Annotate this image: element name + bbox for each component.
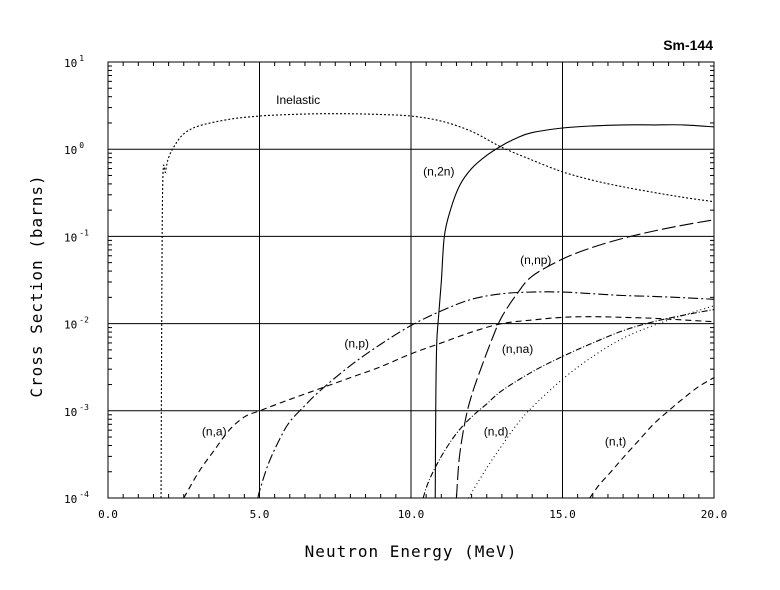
series-line-inelastic: [160, 113, 715, 499]
series-line-n-t: [589, 377, 715, 499]
annotation-inelastic: Inelastic: [276, 93, 320, 107]
annotation-n-p: (n,p): [344, 337, 369, 351]
series-line-n-np: [455, 219, 715, 499]
series-line-n-a: [183, 316, 715, 499]
y-tick-label: 10 -3: [64, 403, 89, 419]
annotations: Inelastic (n,2n) (n,np) (n,p) (n,na) (n,a) (n,…: [202, 93, 626, 449]
annotation-n-t: (n,t): [605, 435, 626, 449]
grid: [108, 62, 714, 498]
annotation-n-a: (n,a): [202, 425, 227, 439]
x-tick-label: 0.0: [98, 508, 118, 521]
x-tick-label: 5.0: [250, 508, 270, 521]
y-tick-label: 10 -2: [64, 316, 89, 332]
series-lines: [160, 113, 715, 499]
y-tick-label: 10 1: [64, 54, 84, 70]
y-tick-label: 10 -1: [64, 228, 89, 244]
annotation-n-np: (n,np): [520, 253, 551, 267]
series-line-n-d: [468, 305, 715, 499]
annotation-n-na: (n,na): [502, 342, 533, 356]
x-axis-label: Neutron Energy (MeV): [305, 542, 518, 561]
annotation-n-2n: (n,2n): [423, 164, 454, 178]
series-line-n-na: [422, 308, 715, 499]
chart-title: Sm-144: [663, 37, 713, 53]
x-tick-label: 10.0: [398, 508, 425, 521]
x-tick-label: 15.0: [549, 508, 576, 521]
x-tick-label: 20.0: [701, 508, 728, 521]
annotation-n-d: (n,d): [484, 425, 509, 439]
y-axis-label: Cross Section (barns): [27, 174, 46, 397]
y-tick-label: 10 -4: [64, 490, 89, 506]
y-tick-label: 10 0: [64, 141, 84, 157]
plot-frame: [107, 61, 715, 499]
series-line-n-p: [257, 291, 715, 499]
series-line-n-2n: [434, 124, 715, 499]
